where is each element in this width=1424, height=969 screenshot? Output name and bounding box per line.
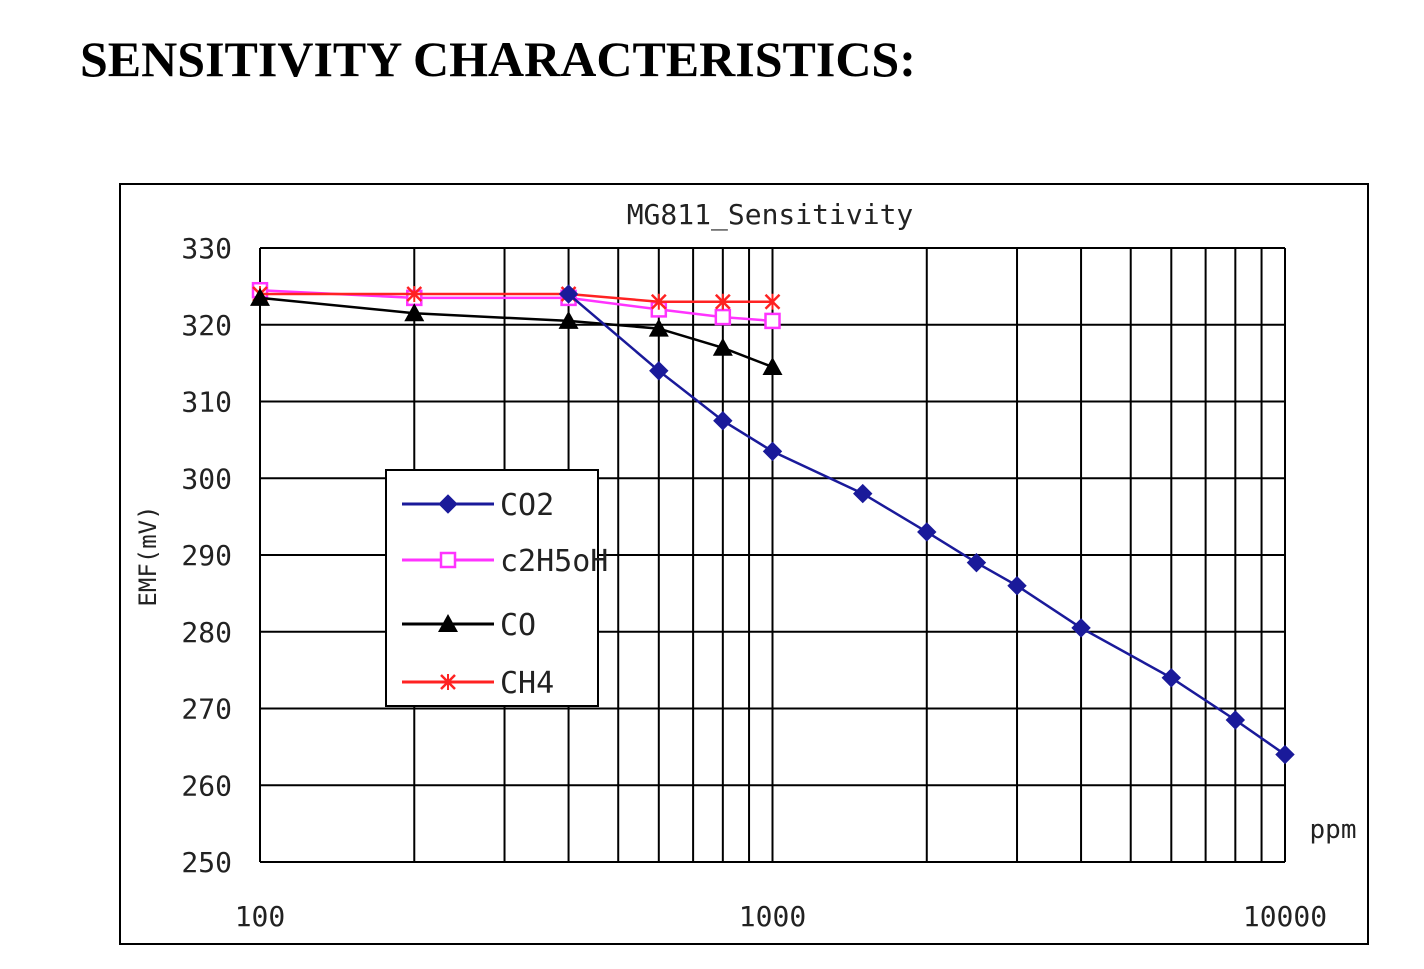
data-point-square bbox=[439, 551, 457, 569]
data-point-triangle bbox=[404, 303, 425, 322]
data-point-diamond bbox=[917, 522, 937, 542]
x-tick-label: 10000 bbox=[1243, 900, 1327, 933]
data-point-diamond bbox=[713, 410, 733, 431]
series-line-3 bbox=[260, 292, 773, 303]
data-point-triangle bbox=[250, 287, 270, 306]
x-axis-label: ppm bbox=[1310, 815, 1357, 845]
y-axis-label: EMF(mV) bbox=[134, 505, 162, 606]
data-point-x bbox=[714, 293, 731, 310]
data-point-diamond bbox=[1071, 618, 1091, 638]
data-point-x bbox=[440, 674, 456, 690]
series-line-1 bbox=[259, 288, 773, 323]
legend-label: CH4 bbox=[500, 666, 554, 701]
data-point-triangle bbox=[438, 614, 458, 632]
data-point-x bbox=[650, 293, 667, 310]
data-point-diamond bbox=[1161, 668, 1182, 688]
page-heading: SENSITIVITY CHARACTERISTICS: bbox=[80, 31, 916, 87]
x-tick-label: 100 bbox=[235, 900, 286, 933]
y-tick-label: 300 bbox=[181, 462, 232, 495]
y-tick-label: 250 bbox=[181, 846, 232, 879]
y-tick-label: 310 bbox=[181, 386, 232, 419]
y-tick-label: 290 bbox=[181, 539, 232, 572]
data-point-triangle bbox=[558, 310, 579, 329]
data-point-triangle bbox=[712, 337, 733, 356]
chart-frame bbox=[119, 183, 1369, 945]
data-point-diamond bbox=[438, 494, 458, 514]
data-point-diamond bbox=[853, 483, 873, 504]
series-line-0 bbox=[567, 293, 1286, 756]
data-point-square bbox=[764, 312, 781, 330]
legend-label: CO2 bbox=[500, 488, 554, 523]
data-point-diamond bbox=[762, 441, 783, 462]
data-point-triangle bbox=[762, 356, 783, 375]
y-tick-label: 270 bbox=[181, 693, 232, 726]
legend-box bbox=[385, 469, 599, 707]
data-point-diamond bbox=[558, 284, 579, 304]
data-point-diamond bbox=[966, 552, 987, 573]
y-tick-label: 280 bbox=[181, 616, 232, 649]
data-point-x bbox=[764, 293, 781, 310]
legend-label: c2H5oH bbox=[500, 544, 608, 579]
chart-title: MG811_Sensitivity bbox=[627, 198, 914, 232]
data-point-triangle bbox=[648, 318, 669, 337]
y-tick-label: 260 bbox=[181, 769, 232, 802]
y-tick-label: 330 bbox=[181, 232, 232, 265]
series-line-2 bbox=[259, 296, 773, 369]
data-point-square bbox=[714, 308, 732, 326]
chart-legend: CO2 c2H5oH CO CH4 bbox=[385, 469, 608, 707]
chart-axes: 250 260 270 280 290 300 310 320 330 100 1000 10000 bbox=[181, 232, 1327, 933]
chart-series bbox=[250, 281, 1295, 765]
legend-label: CO bbox=[500, 608, 536, 643]
data-point-diamond bbox=[1225, 710, 1246, 730]
x-tick-label: 1000 bbox=[739, 900, 806, 933]
y-tick-label: 320 bbox=[181, 309, 232, 342]
data-point-diamond bbox=[1007, 575, 1027, 596]
data-point-diamond bbox=[649, 361, 669, 381]
data-point-diamond bbox=[1275, 744, 1295, 765]
data-point-x bbox=[406, 286, 423, 303]
